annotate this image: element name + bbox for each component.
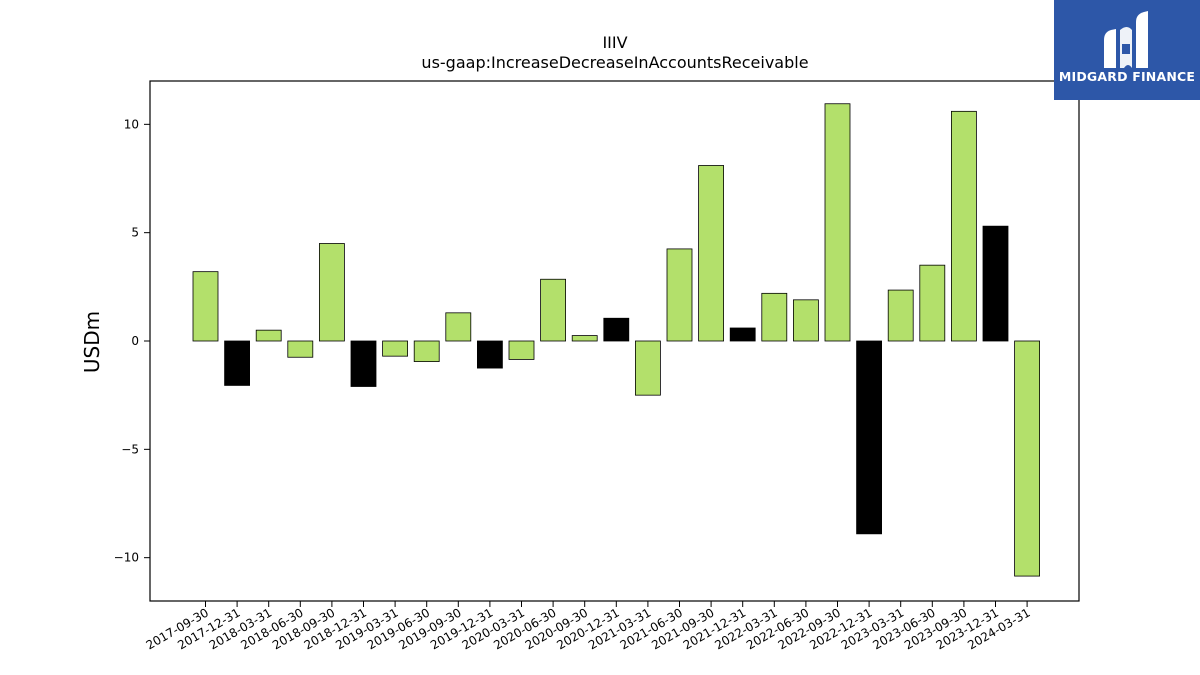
bar-2017-12-31 (224, 340, 251, 386)
bar-2020-12-31 (603, 317, 630, 342)
bar-2017-09-30 (192, 271, 219, 342)
bar-2019-09-30 (445, 312, 472, 342)
bar-2023-09-30 (951, 110, 977, 342)
bar-2020-06-30 (540, 278, 566, 342)
bar-2018-06-30 (287, 340, 314, 358)
y-tick-label: 10 (124, 117, 139, 131)
brand-name: MIDGARD FINANCE (1058, 69, 1196, 84)
bar-2022-09-30 (824, 103, 851, 342)
bar-2021-06-30 (666, 248, 693, 342)
bar-2021-12-31 (729, 327, 756, 342)
bar-2018-09-30 (318, 243, 345, 342)
y-tick-label: 5 (131, 226, 139, 240)
bar-2018-12-31 (350, 340, 377, 387)
bar-2019-12-31 (476, 340, 503, 369)
bars-group (192, 103, 1040, 577)
bar-2023-06-30 (919, 264, 946, 342)
chart-title: IIIV (602, 33, 627, 52)
bar-2022-12-31 (856, 340, 882, 535)
bar-2021-09-30 (698, 165, 724, 342)
midgard-logo-icon (1104, 11, 1148, 68)
bar-2024-03-31 (1014, 340, 1040, 577)
brand-logo: MIDGARD FINANCE (1054, 0, 1200, 100)
bar-2020-09-30 (571, 335, 598, 342)
bar-2018-03-31 (255, 329, 282, 342)
y-axis-ticks: −10 −5 0 5 10 (114, 117, 150, 565)
chart-subtitle: us-gaap:IncreaseDecreaseInAccountsReceiv… (421, 53, 808, 72)
bar-2019-03-31 (382, 340, 409, 357)
y-tick-label: 0 (131, 334, 139, 348)
bar-2022-06-30 (793, 299, 819, 342)
y-axis-label: USDm (80, 311, 104, 373)
x-axis-ticks: 2017-09-302017-12-312018-03-312018-06-30… (144, 601, 1033, 652)
y-tick-label: −5 (121, 442, 139, 456)
bar-2022-03-31 (761, 292, 788, 342)
bar-2023-03-31 (887, 289, 914, 342)
bar-2023-12-31 (982, 225, 1009, 342)
bar-2021-03-31 (635, 340, 661, 396)
y-tick-label: −10 (114, 551, 139, 565)
bar-2019-06-30 (413, 340, 440, 362)
plot-frame (149, 80, 1080, 602)
bar-2020-03-31 (508, 340, 535, 360)
